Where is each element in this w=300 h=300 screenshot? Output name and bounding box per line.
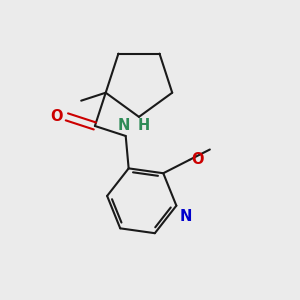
Text: H: H xyxy=(137,118,149,134)
Text: O: O xyxy=(50,110,62,124)
Text: N: N xyxy=(118,118,130,134)
Text: O: O xyxy=(192,152,204,167)
Text: N: N xyxy=(179,209,192,224)
